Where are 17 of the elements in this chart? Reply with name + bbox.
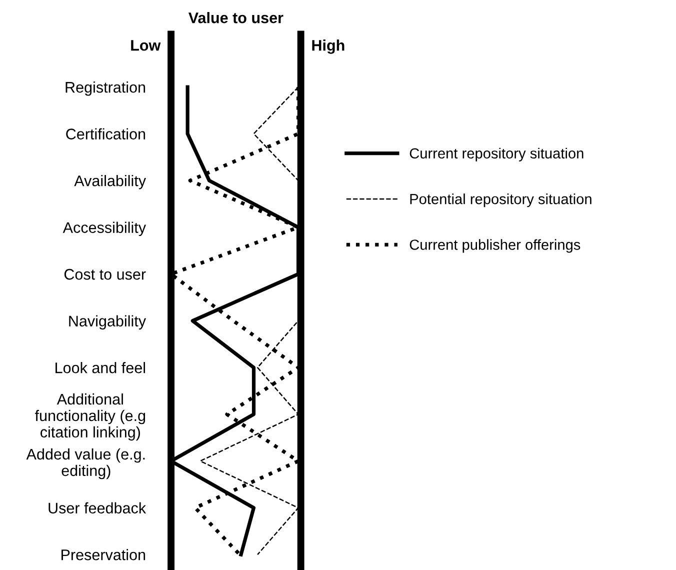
y-tick-label: Accessibility xyxy=(62,222,146,236)
legend-label: Current repository situation xyxy=(410,148,584,162)
x-axis-title: Value to user xyxy=(188,12,284,24)
y-tick-label: Added value (e.g. editing) xyxy=(26,448,145,480)
y-tick-label: Preservation xyxy=(62,549,146,560)
y-tick-label: User feedback xyxy=(48,502,146,514)
y-tick-label: Navigability xyxy=(69,315,146,330)
y-tick-label: Registration xyxy=(66,81,146,96)
y-tick-label: Certification xyxy=(66,128,146,140)
text: Low xyxy=(131,40,161,51)
legend-label: Potential repository situation xyxy=(410,194,592,208)
y-tick-label: Additional functionality (e.g citation linking) xyxy=(35,393,146,441)
legend-label: Current publisher offerings xyxy=(410,239,580,253)
text: High xyxy=(312,40,344,54)
y-tick-label: Availability xyxy=(74,175,146,190)
y-tick-label: Cost to user xyxy=(64,268,146,280)
y-tick-label: Look and feel xyxy=(56,362,146,374)
